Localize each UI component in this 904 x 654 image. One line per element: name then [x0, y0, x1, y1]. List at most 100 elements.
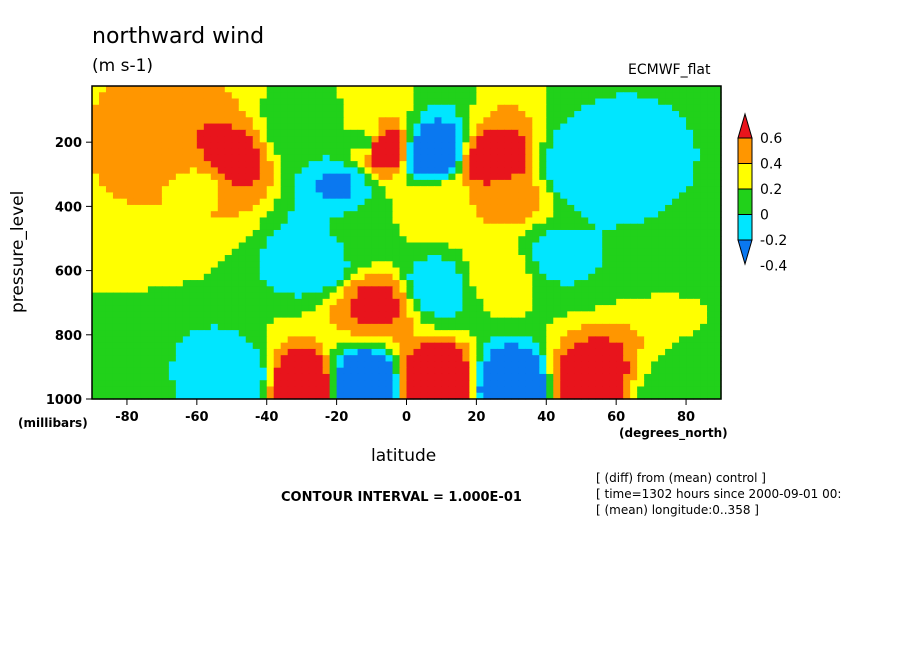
- field-cell: [658, 179, 666, 187]
- field-cell: [371, 104, 380, 112]
- field-cell: [217, 104, 226, 112]
- field-cell: [154, 123, 163, 131]
- field-cell: [462, 380, 470, 388]
- field-cell: [651, 223, 659, 231]
- field-cell: [329, 154, 338, 162]
- field-cell: [525, 129, 533, 137]
- field-cell: [259, 286, 268, 294]
- field-cell: [364, 154, 373, 162]
- field-cell: [357, 348, 366, 356]
- field-cell: [287, 286, 296, 294]
- field-cell: [581, 298, 589, 306]
- field-cell: [105, 248, 114, 256]
- field-cell: [231, 292, 240, 300]
- field-cell: [399, 298, 408, 306]
- field-cell: [623, 273, 631, 281]
- field-cell: [273, 373, 282, 381]
- field-cell: [546, 386, 554, 394]
- field-cell: [287, 367, 296, 375]
- field-cell: [595, 267, 603, 275]
- field-cell: [469, 267, 477, 275]
- field-cell: [532, 355, 540, 363]
- field-cell: [462, 392, 470, 400]
- field-cell: [539, 117, 547, 125]
- field-cell: [476, 292, 484, 300]
- field-cell: [133, 148, 142, 156]
- field-cell: [574, 242, 582, 250]
- field-cell: [357, 98, 366, 106]
- field-cell: [98, 123, 107, 131]
- field-cell: [343, 198, 352, 206]
- field-cell: [238, 311, 247, 319]
- field-cell: [238, 267, 247, 275]
- field-cell: [210, 292, 219, 300]
- field-cell: [126, 198, 135, 206]
- field-cell: [252, 142, 261, 150]
- field-cell: [399, 336, 408, 344]
- field-cell: [560, 154, 568, 162]
- field-cell: [357, 117, 366, 125]
- field-cell: [350, 348, 359, 356]
- field-cell: [147, 117, 156, 125]
- field-cell: [700, 380, 708, 388]
- field-cell: [595, 248, 603, 256]
- field-cell: [140, 98, 149, 106]
- field-cell: [658, 273, 666, 281]
- field-cell: [483, 104, 491, 112]
- field-cell: [518, 355, 526, 363]
- field-cell: [364, 248, 373, 256]
- field-cell: [644, 380, 652, 388]
- field-cell: [469, 111, 477, 118]
- field-cell: [126, 292, 135, 300]
- field-cell: [532, 192, 540, 200]
- field-cell: [679, 317, 687, 325]
- field-cell: [532, 298, 540, 306]
- field-cell: [98, 229, 107, 237]
- field-cell: [441, 129, 450, 137]
- field-cell: [532, 123, 540, 131]
- field-cell: [364, 148, 373, 156]
- field-cell: [665, 211, 673, 219]
- field-cell: [588, 261, 596, 269]
- field-cell: [560, 136, 568, 143]
- field-cell: [413, 361, 422, 369]
- field-cell: [280, 267, 289, 275]
- field-cell: [252, 198, 261, 206]
- field-cell: [168, 142, 177, 150]
- field-cell: [224, 380, 233, 388]
- field-cell: [161, 392, 170, 400]
- field-cell: [224, 198, 233, 206]
- field-cell: [609, 179, 617, 187]
- field-cell: [630, 273, 638, 281]
- field-cell: [294, 280, 303, 287]
- field-cell: [196, 305, 205, 312]
- field-cell: [294, 236, 303, 244]
- field-cell: [644, 129, 652, 137]
- field-cell: [553, 392, 561, 400]
- field-cell: [287, 292, 296, 300]
- field-cell: [637, 348, 645, 356]
- field-cell: [147, 298, 156, 306]
- field-cell: [280, 286, 289, 294]
- field-cell: [609, 86, 617, 93]
- field-cell: [357, 167, 366, 175]
- field-cell: [273, 111, 282, 118]
- field-cell: [707, 367, 715, 375]
- field-cell: [245, 255, 254, 262]
- field-cell: [644, 267, 652, 275]
- field-cell: [672, 298, 680, 306]
- field-cell: [483, 117, 491, 125]
- field-cell: [364, 167, 373, 175]
- field-cell: [392, 217, 401, 225]
- field-cell: [665, 229, 673, 237]
- field-cell: [469, 173, 477, 181]
- field-cell: [574, 298, 582, 306]
- field-cell: [672, 255, 680, 262]
- field-cell: [714, 280, 722, 287]
- field-cell: [420, 330, 429, 337]
- field-cell: [469, 198, 477, 206]
- field-cell: [686, 173, 694, 181]
- field-cell: [462, 248, 470, 256]
- field-cell: [385, 373, 394, 381]
- field-cell: [560, 111, 568, 118]
